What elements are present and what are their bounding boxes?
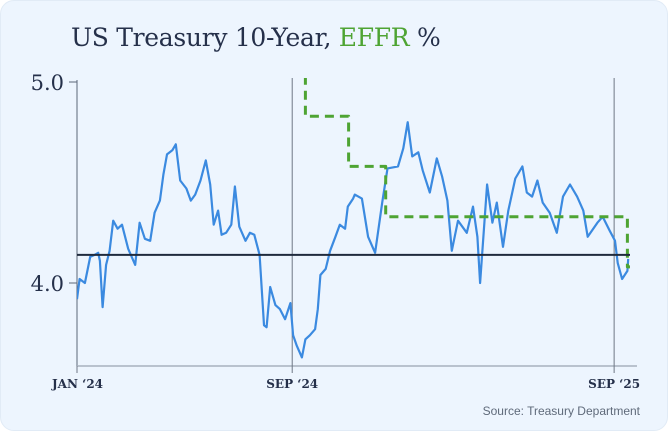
y-tick-label: 5.0 <box>31 71 64 95</box>
title-suffix: % <box>409 23 441 52</box>
title-main: US Treasury 10-Year, <box>71 23 339 52</box>
effr-line <box>303 78 630 269</box>
title-accent-effr: EFFR <box>338 23 410 52</box>
x-tick-label: SEP ‘24 <box>266 377 318 391</box>
treasury-10y-line <box>77 121 630 359</box>
source-note: Source: Treasury Department <box>482 404 640 418</box>
y-tick-label: 4.0 <box>31 272 64 296</box>
chart-title: US Treasury 10-Year, EFFR % <box>71 23 441 52</box>
x-tick-label: SEP ‘25 <box>588 377 640 391</box>
x-tick-label: JAN ‘24 <box>51 377 103 391</box>
